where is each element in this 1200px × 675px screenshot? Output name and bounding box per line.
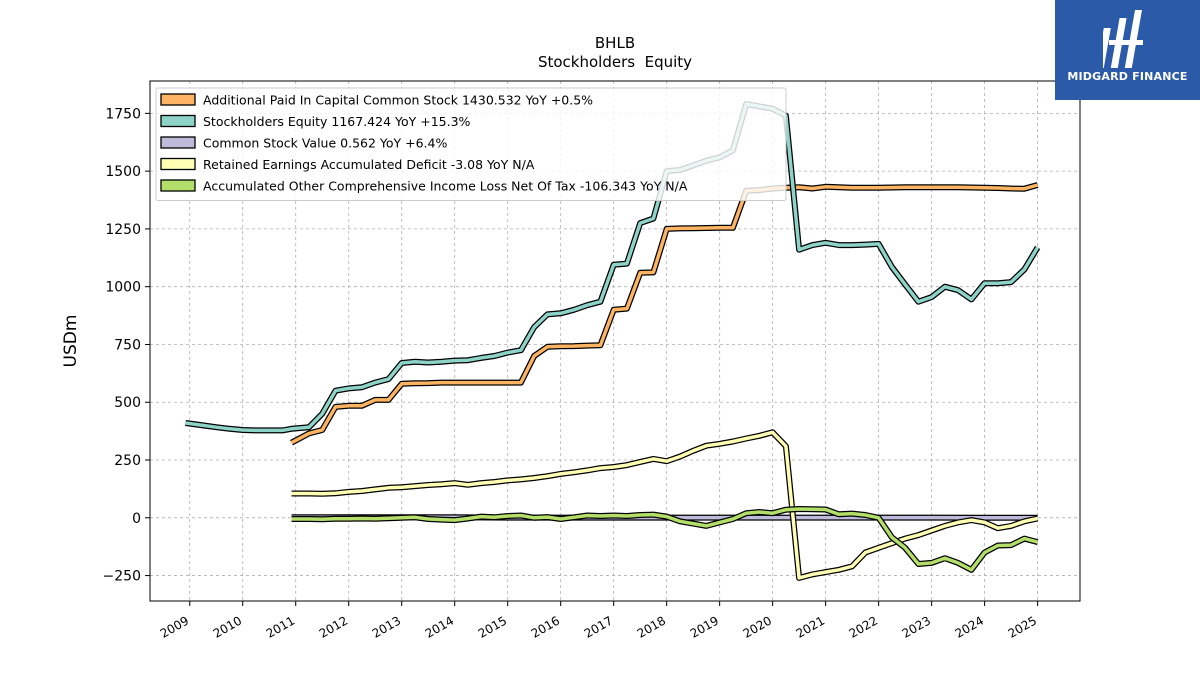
y-tick-label: 250 — [114, 453, 141, 469]
y-axis-label: USDm — [61, 315, 81, 368]
x-tick-label: 2016 — [529, 613, 562, 640]
brand-logo-icon — [1103, 10, 1143, 68]
legend-label: Retained Earnings Accumulated Deficit -3… — [203, 157, 535, 172]
x-tick-label: 2024 — [953, 613, 986, 640]
legend-swatch — [160, 179, 196, 192]
x-tick-label: 2014 — [423, 613, 456, 640]
y-tick-label: 750 — [114, 337, 141, 353]
chart-subtitle: Stockholders Equity — [538, 53, 692, 71]
chart-title: BHLB — [595, 34, 635, 52]
x-tick-label: 2012 — [317, 613, 350, 640]
x-tick-label: 2011 — [264, 613, 297, 640]
plot-frame — [149, 80, 1081, 602]
legend: Additional Paid In Capital Common Stock … — [155, 87, 787, 201]
y-axis: −250 0 250 500 750 1000 1250 1500 1750 — [103, 106, 150, 585]
x-tick-label: 2017 — [582, 613, 615, 640]
legend-box — [155, 87, 787, 201]
legend-swatch — [160, 157, 196, 171]
brand-logo: MIDGARD FINANCE — [1055, 0, 1200, 100]
brand-name: MIDGARD FINANCE — [1067, 70, 1188, 83]
series-line — [290, 183, 1039, 445]
series-lines — [185, 101, 1041, 581]
y-tick-label: 1750 — [105, 106, 141, 122]
x-tick-label: 2018 — [635, 613, 668, 640]
series-line — [291, 430, 1038, 580]
legend-label: Stockholders Equity 1167.424 YoY +15.3% — [203, 114, 471, 129]
x-tick-label: 2025 — [1006, 613, 1039, 640]
legend-label: Common Stock Value 0.562 YoY +6.4% — [203, 136, 447, 151]
legend-swatch — [160, 136, 196, 149]
x-axis: 2009 2010 2011 2012 2013 2014 2015 2016 2017 2018… — [158, 601, 1039, 641]
y-tick-label: 1000 — [105, 280, 141, 296]
series-line — [291, 507, 1039, 572]
series-line — [185, 102, 1040, 433]
legend-swatch — [160, 93, 196, 106]
x-tick-label: 2021 — [794, 613, 827, 640]
y-tick-label: 500 — [114, 395, 141, 411]
y-tick-label: 1250 — [105, 222, 141, 238]
series-line-outline — [291, 429, 1039, 581]
series-line-outline — [290, 182, 1039, 446]
y-tick-label: −250 — [103, 569, 141, 585]
legend-label: Additional Paid In Capital Common Stock … — [203, 93, 593, 108]
legend-swatch — [160, 114, 196, 128]
y-tick-label: 0 — [132, 511, 141, 527]
x-tick-label: 2020 — [741, 613, 774, 640]
x-tick-label: 2019 — [688, 613, 721, 640]
legend-label: Accumulated Other Comprehensive Income L… — [203, 179, 688, 194]
y-tick-label: 1500 — [105, 164, 141, 180]
x-tick-label: 2023 — [900, 613, 933, 640]
x-tick-label: 2022 — [847, 613, 880, 640]
x-tick-label: 2013 — [370, 613, 403, 640]
x-tick-label: 2009 — [158, 613, 191, 640]
x-tick-label: 2010 — [211, 613, 244, 640]
x-tick-label: 2015 — [476, 613, 509, 640]
